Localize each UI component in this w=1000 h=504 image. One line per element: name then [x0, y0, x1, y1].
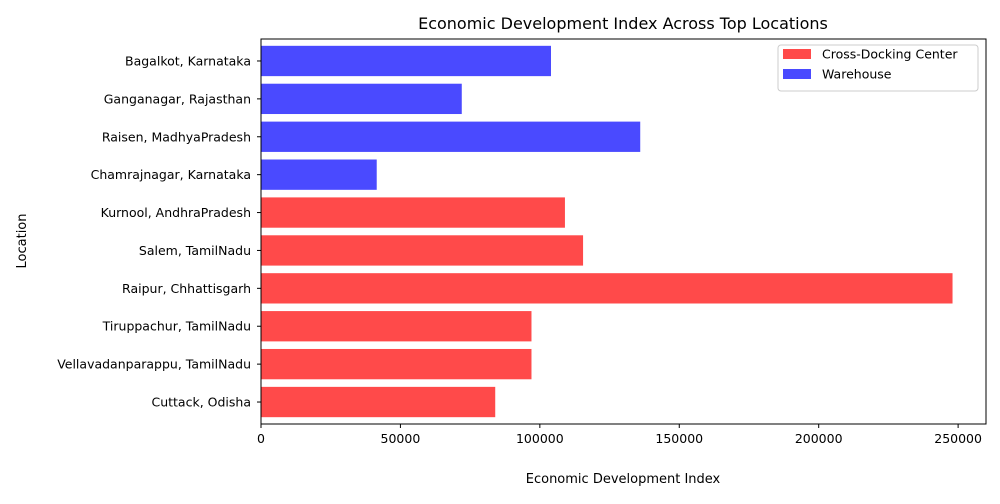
y-tick-label: Ganganagar, Rajasthan: [104, 91, 251, 106]
y-tick-label: Raipur, Chhattisgarh: [122, 281, 251, 296]
legend-box: [777, 44, 979, 92]
x-tick-label: 200000: [795, 431, 843, 446]
legend-swatch-warehouse: [783, 69, 811, 79]
bar-kurnool-andhrapradesh: [261, 197, 565, 228]
y-axis-label: Location: [15, 214, 30, 269]
chart-title: Economic Development Index Across Top Lo…: [418, 14, 828, 33]
y-tick-label: Chamrajnagar, Karnataka: [91, 167, 251, 182]
bar-vellavadanparappu-tamilnadu: [261, 348, 532, 380]
bar-bagalkot-karnataka: [261, 45, 551, 77]
y-axis-ticks: Cuttack, Odisha Vellavadanparappu, TamilN…: [57, 53, 261, 410]
y-tick-label: Kurnool, AndhraPradesh: [101, 205, 251, 220]
x-tick-label: 50000: [381, 431, 421, 446]
y-tick-label: Bagalkot, Karnataka: [125, 53, 251, 68]
y-tick-label: Raisen, MadhyaPradesh: [102, 129, 251, 144]
x-tick-label: 250000: [934, 431, 982, 446]
bar-tiruppachur-tamilnadu: [261, 311, 532, 342]
y-tick-label: Vellavadanparappu, TamilNadu: [57, 357, 251, 372]
legend-label-cross-docking-center: Cross-Docking Center: [822, 47, 958, 62]
bar-raisen-madhyapradesh: [261, 121, 641, 152]
y-tick-label: Tiruppachur, TamilNadu: [102, 319, 251, 334]
bar-ganganagar-rajasthan: [261, 83, 462, 115]
x-tick-label: 100000: [516, 431, 564, 446]
y-tick-label: Salem, TamilNadu: [139, 243, 251, 258]
plot-frame: [260, 38, 987, 425]
y-tick-label: Cuttack, Odisha: [151, 395, 251, 410]
legend-swatch-cross-docking-center: [783, 49, 811, 59]
x-tick-label: 0: [257, 431, 265, 446]
x-tick-label: 150000: [655, 431, 703, 446]
bars-group: [261, 45, 953, 418]
bar-chamrajnagar-karnataka: [261, 159, 377, 190]
bar-salem-tamilnadu: [261, 235, 584, 266]
legend-label-warehouse: Warehouse: [822, 67, 892, 82]
x-axis-label: Economic Development Index: [526, 472, 721, 487]
x-axis-ticks: 0 50000 100000 150000 200000 250000: [257, 424, 982, 446]
legend: Cross-Docking Center Warehouse: [777, 44, 979, 92]
bar-cuttack-odisha: [261, 386, 496, 418]
bar-raipur-chhattisgarh: [261, 273, 953, 304]
